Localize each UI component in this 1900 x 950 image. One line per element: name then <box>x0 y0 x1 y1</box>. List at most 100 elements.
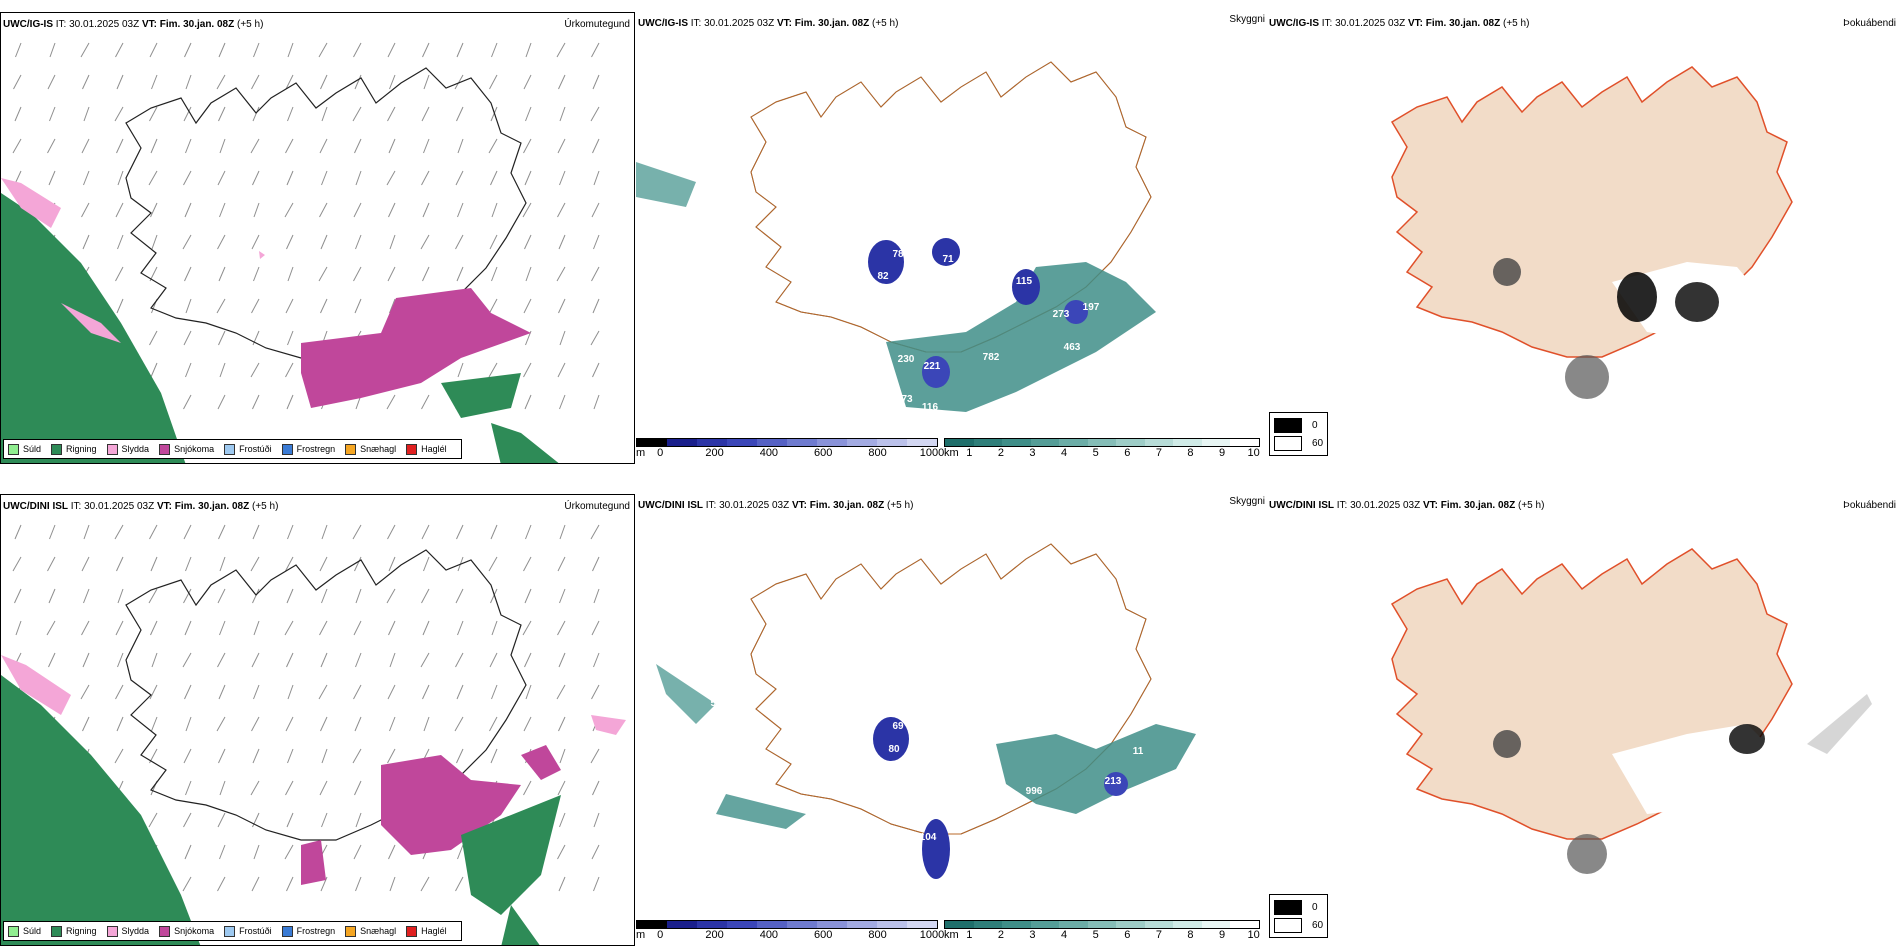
wind-barb <box>559 106 566 122</box>
wind-barb <box>456 748 464 764</box>
colorbar-tick: 1 <box>966 929 973 941</box>
colorbar-swatch <box>697 439 727 446</box>
wind-barb <box>455 652 464 668</box>
colorbar-tick: 600 <box>814 929 833 941</box>
wind-barb <box>490 106 498 122</box>
legend-label: Frostregn <box>296 444 336 454</box>
colorbar-swatch <box>1173 921 1202 928</box>
wind-barb <box>217 812 226 828</box>
wind-barb <box>115 202 124 218</box>
colorbar-swatch <box>1059 439 1088 446</box>
wind-barb <box>593 394 600 410</box>
colorbar-tick: 1000 <box>919 929 945 941</box>
wind-barb <box>353 620 362 636</box>
wind-barb <box>287 684 294 700</box>
wind-barb <box>591 42 600 58</box>
wind-barb <box>151 652 158 668</box>
colorbar-swatch <box>1030 439 1060 446</box>
wind-barb <box>149 106 158 122</box>
wind-barb <box>457 138 464 154</box>
wind-barb <box>115 42 124 58</box>
colorbar-swatch <box>847 439 877 446</box>
colorbar-tick: 7 <box>1155 929 1162 941</box>
wind-barb <box>352 106 362 122</box>
wind-barb <box>386 588 396 604</box>
wind-barb <box>386 170 396 186</box>
colorbar-swatch <box>847 921 877 928</box>
wind-barb <box>353 844 362 860</box>
wind-barb <box>421 588 430 604</box>
wind-barb <box>455 234 464 250</box>
wind-barb <box>253 844 260 860</box>
wind-barb <box>557 202 566 218</box>
wind-barb <box>389 234 396 250</box>
wind-barb <box>81 556 90 572</box>
visibility-value-label: 996 <box>1026 786 1043 797</box>
wind-barb <box>218 330 226 346</box>
wind-barb <box>148 812 158 828</box>
colorbar-swatch <box>1087 439 1117 446</box>
wind-barb <box>355 234 362 250</box>
wind-barb <box>557 556 566 572</box>
wind-barb <box>557 620 566 636</box>
wind-barb <box>320 876 328 892</box>
wind-barb <box>556 684 566 700</box>
wind-barb <box>48 588 56 604</box>
wind-barb <box>252 394 260 410</box>
colorbar-tick: 400 <box>759 447 779 459</box>
colorbar-tick: 0 <box>657 929 664 941</box>
visibility-value-label: 71 <box>942 254 954 265</box>
visibility-value-label: 55 <box>710 698 722 709</box>
panel-header: UWC/DINI ISL IT: 30.01.2025 03Z VT: Fim.… <box>638 500 914 511</box>
legend-swatch <box>51 443 63 455</box>
wind-barb <box>185 716 192 732</box>
wind-barb <box>252 106 260 122</box>
wind-barb <box>219 202 226 218</box>
wind-barb <box>183 524 192 540</box>
colorbar-tick: 800 <box>868 929 887 941</box>
wind-barb <box>219 138 226 154</box>
wind-barb <box>593 588 600 604</box>
wind-barb <box>253 202 260 218</box>
colorbar-tick: 3 <box>1029 929 1036 941</box>
visibility-value-label: 69 <box>892 721 904 732</box>
wind-barb <box>151 716 158 732</box>
colorbar-swatch <box>1059 921 1088 928</box>
wind-barb <box>116 74 124 90</box>
wind-barb <box>47 74 56 90</box>
wind-barb <box>455 588 464 604</box>
wind-barb <box>150 138 158 154</box>
wind-barb <box>148 170 158 186</box>
wind-barb <box>115 266 124 282</box>
wind-barb <box>251 234 260 250</box>
wind-barb <box>82 652 90 668</box>
wind-barb <box>457 620 464 636</box>
colorbar-tick: 2 <box>997 447 1004 459</box>
wind-barb <box>522 620 532 636</box>
wind-barb <box>318 684 328 700</box>
visibility-value-label: 73 <box>901 394 913 405</box>
wind-barb <box>321 812 328 828</box>
wind-barb <box>387 748 396 764</box>
wind-barb <box>457 362 464 378</box>
colorbar-tick: 10 <box>1247 929 1260 941</box>
wind-barb <box>355 652 362 668</box>
ceiling-colorbar-swatches <box>636 920 938 929</box>
wind-barb <box>592 780 600 796</box>
fog-legend-label: 0 <box>1312 419 1318 431</box>
colorbar-tick: 1000 <box>919 447 945 459</box>
wind-barb <box>287 42 294 58</box>
colorbar-swatch <box>973 439 1003 446</box>
wind-barb <box>420 234 430 250</box>
wind-barb <box>321 588 328 604</box>
colorbar-swatch <box>1173 439 1202 446</box>
wind-barb <box>185 138 192 154</box>
wind-barb <box>387 106 396 122</box>
wind-barb <box>183 748 192 764</box>
visibility-value-label: 221 <box>924 361 941 372</box>
wind-barb <box>48 170 56 186</box>
wind-barb <box>558 716 566 732</box>
wind-barb <box>252 170 260 186</box>
wind-barb <box>353 202 362 218</box>
colorbar-swatch <box>973 921 1003 928</box>
